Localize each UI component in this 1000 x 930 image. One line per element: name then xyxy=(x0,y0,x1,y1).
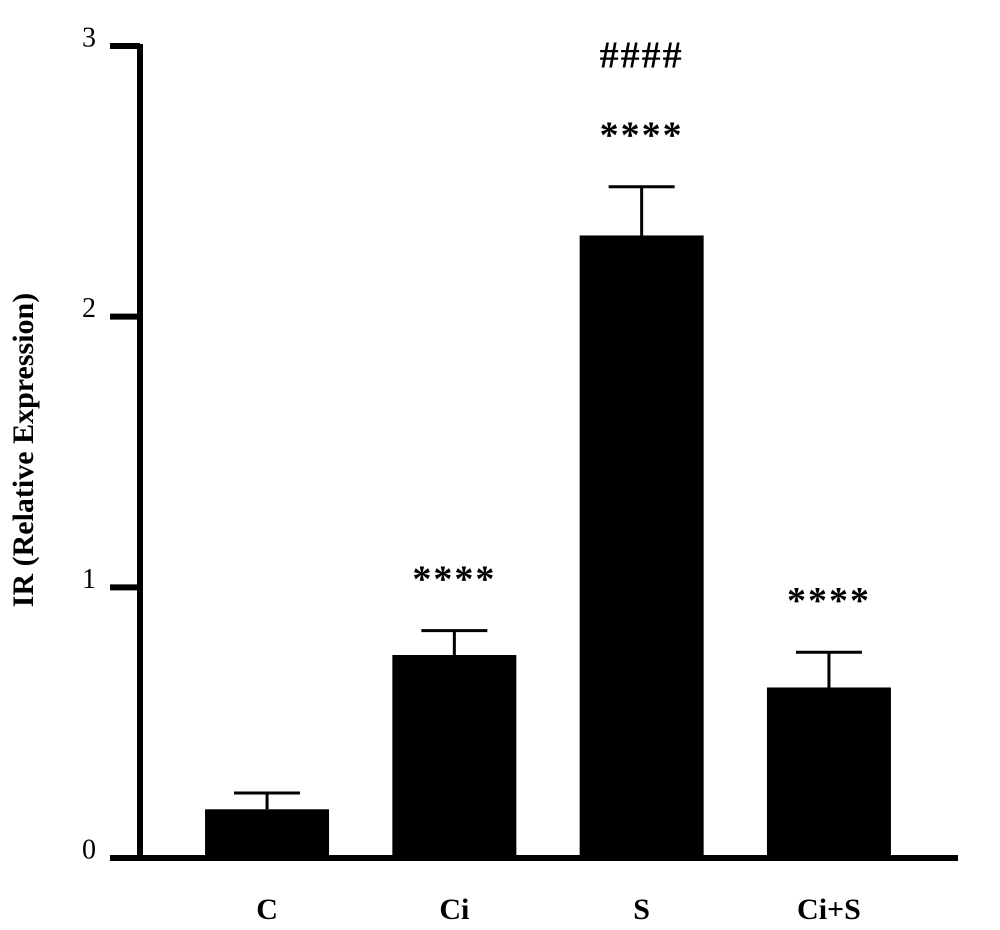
y-tick-label: 1 xyxy=(82,564,96,595)
bar xyxy=(579,235,704,858)
annotation: #### xyxy=(600,34,684,76)
annotation: **** xyxy=(412,558,496,600)
annotation: **** xyxy=(600,114,684,156)
bar xyxy=(392,655,517,858)
x-tick-label: S xyxy=(633,893,650,926)
y-axis-label: IR (Relative Expression) xyxy=(7,293,40,607)
x-tick-label: Ci+S xyxy=(797,893,861,926)
bar xyxy=(766,687,891,858)
x-tick-label: C xyxy=(256,893,278,926)
y-tick-label: 0 xyxy=(82,834,96,865)
y-tick-label: 3 xyxy=(82,22,96,53)
y-tick-label: 2 xyxy=(82,293,96,324)
x-tick-label: Ci xyxy=(439,893,469,926)
annotation: **** xyxy=(787,580,871,622)
bar xyxy=(205,809,330,858)
